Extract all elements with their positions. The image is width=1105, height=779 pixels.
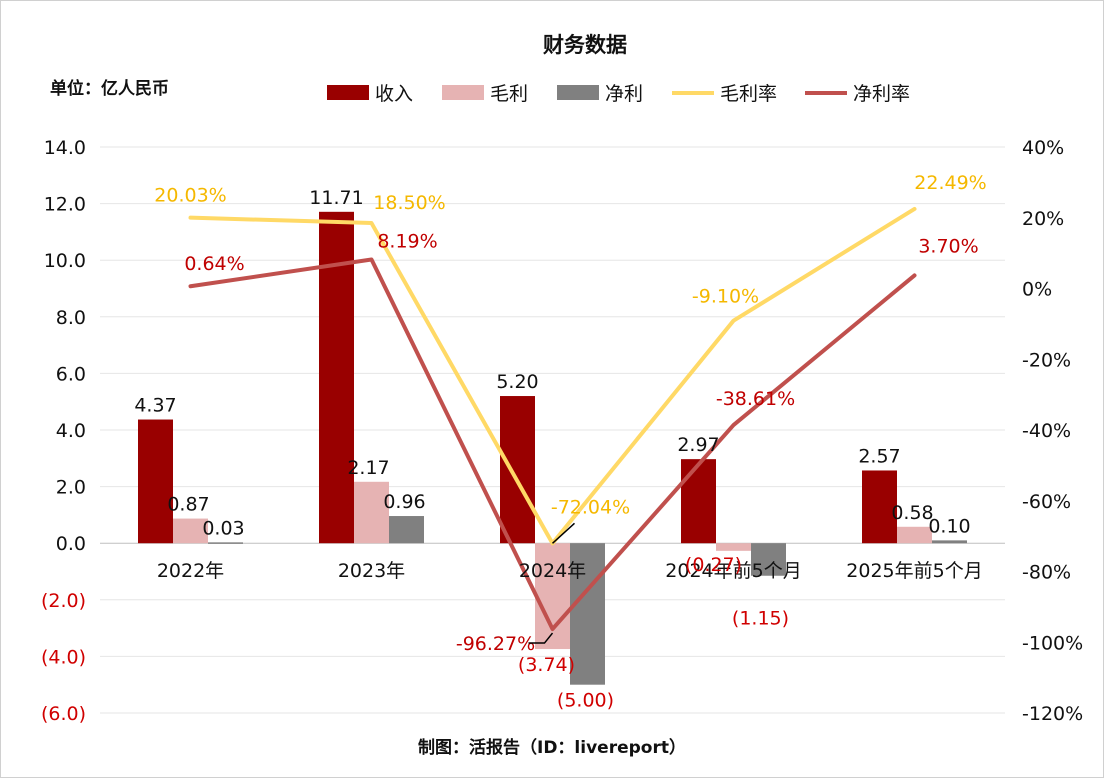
net-profit-bar bbox=[570, 543, 605, 685]
y-tick-label: 6.0 bbox=[56, 363, 86, 385]
net-margin-label: -96.27% bbox=[456, 633, 535, 655]
gross-margin-label: 22.49% bbox=[914, 172, 986, 194]
net-margin-line bbox=[188, 257, 917, 632]
y2-tick-label: -80% bbox=[1022, 562, 1071, 584]
gross-profit-bar-label: 0.87 bbox=[167, 494, 209, 516]
net-margin-label: -38.61% bbox=[716, 388, 795, 410]
revenue-bar-label: 5.20 bbox=[496, 371, 538, 393]
y2-tick-label: -20% bbox=[1022, 349, 1071, 371]
gross-profit-bar-label: (0.27) bbox=[685, 554, 742, 576]
legend-net-profit-label: 净利 bbox=[605, 83, 643, 105]
net-profit-bar bbox=[389, 516, 424, 544]
data-labels: 4.37 11.71 5.20 2.97 2.57 0.87 2.17 (3.74) (0.27… bbox=[134, 172, 986, 712]
gross-profit-bar bbox=[535, 543, 570, 650]
x-tick-label: 2023年 bbox=[338, 560, 405, 582]
gross-margin-leader bbox=[551, 522, 576, 544]
revenue-bar-label: 2.57 bbox=[858, 445, 900, 467]
net-margin-leader bbox=[528, 632, 554, 644]
legend-revenue-label: 收入 bbox=[375, 83, 413, 105]
legend-gross-margin-label: 毛利率 bbox=[720, 83, 777, 105]
net-profit-bar bbox=[751, 543, 786, 576]
y-tick-label: 4.0 bbox=[56, 420, 86, 442]
gross-profit-bar bbox=[897, 526, 932, 544]
net-profit-bar-label: (5.00) bbox=[557, 690, 614, 712]
gross-margin-label: -72.04% bbox=[551, 496, 630, 518]
y2-tick-label: 20% bbox=[1022, 208, 1064, 230]
net-margin-label: 8.19% bbox=[377, 231, 437, 253]
gross-profit-bar bbox=[716, 543, 751, 551]
source-label: 制图：活报告（ID：livereport） bbox=[418, 737, 686, 758]
revenue-bar bbox=[500, 396, 535, 544]
bars bbox=[138, 211, 967, 685]
net-profit-bar-label: 0.10 bbox=[928, 515, 970, 537]
net-margin-label: 0.64% bbox=[184, 253, 244, 275]
y-tick-label: 2.0 bbox=[56, 477, 86, 499]
x-tick-label: 2025年前5个月 bbox=[846, 560, 982, 582]
y2-tick-label: -60% bbox=[1022, 491, 1071, 513]
x-tick-label: 2022年 bbox=[157, 560, 224, 582]
y-tick-label: 12.0 bbox=[44, 194, 86, 216]
gross-margin-label: -9.10% bbox=[692, 286, 759, 308]
legend-gross-profit-label: 毛利 bbox=[490, 83, 528, 105]
revenue-bar bbox=[138, 419, 173, 544]
gross-profit-bar-label: (3.74) bbox=[518, 654, 575, 676]
net-profit-bar-label: (1.15) bbox=[732, 608, 789, 630]
chart-title: 财务数据 bbox=[543, 33, 627, 57]
y-tick-label: 0.0 bbox=[56, 533, 86, 555]
x-tick-label: 2024年 bbox=[519, 560, 586, 582]
y2-tick-label: -40% bbox=[1022, 420, 1071, 442]
legend: 收入 毛利 净利 毛利率 净利率 bbox=[327, 83, 910, 105]
y2-tick-label: -100% bbox=[1022, 632, 1083, 654]
gross-margin-label: 18.50% bbox=[373, 192, 445, 214]
revenue-bar-label: 4.37 bbox=[134, 395, 176, 417]
revenue-bar bbox=[862, 470, 897, 544]
unit-label: 单位：亿人民币 bbox=[50, 78, 169, 99]
legend-net-profit-swatch bbox=[557, 85, 599, 100]
net-profit-bar-label: 0.03 bbox=[202, 517, 244, 539]
gross-margin-label: 20.03% bbox=[154, 185, 226, 207]
y-tick-label: 14.0 bbox=[44, 137, 86, 159]
net-profit-bar bbox=[208, 542, 243, 544]
y-tick-label: 8.0 bbox=[56, 307, 86, 329]
y-tick-label: 10.0 bbox=[44, 250, 86, 272]
net-margin-label: 3.70% bbox=[918, 235, 978, 257]
legend-net-margin-label: 净利率 bbox=[853, 83, 910, 105]
y2-tick-label: 40% bbox=[1022, 137, 1064, 159]
gross-profit-bar-label: 2.17 bbox=[347, 457, 389, 479]
revenue-bar bbox=[681, 459, 716, 544]
net-profit-bar-label: 0.96 bbox=[383, 491, 425, 513]
gross-profit-bar bbox=[173, 518, 208, 544]
revenue-bar-label: 2.97 bbox=[677, 434, 719, 456]
y-tick-label: (2.0) bbox=[41, 590, 86, 612]
gross-profit-bar-label: 0.58 bbox=[891, 502, 933, 524]
y-tick-label: (6.0) bbox=[41, 703, 86, 725]
y-tick-label: (4.0) bbox=[41, 646, 86, 668]
legend-revenue-swatch bbox=[327, 85, 369, 100]
net-profit-bar bbox=[932, 540, 967, 544]
revenue-bar-label: 11.71 bbox=[309, 187, 363, 209]
axes: 14.0 12.0 10.0 8.0 6.0 4.0 2.0 0.0 (2.0) (4.0) (6.… bbox=[41, 137, 1083, 725]
gross-profit-bar bbox=[354, 481, 389, 544]
y2-tick-label: -120% bbox=[1022, 703, 1083, 725]
y2-tick-label: 0% bbox=[1022, 279, 1052, 301]
legend-gross-profit-swatch bbox=[442, 85, 484, 100]
x-tick-label: 2024年前5个月 bbox=[665, 560, 801, 582]
